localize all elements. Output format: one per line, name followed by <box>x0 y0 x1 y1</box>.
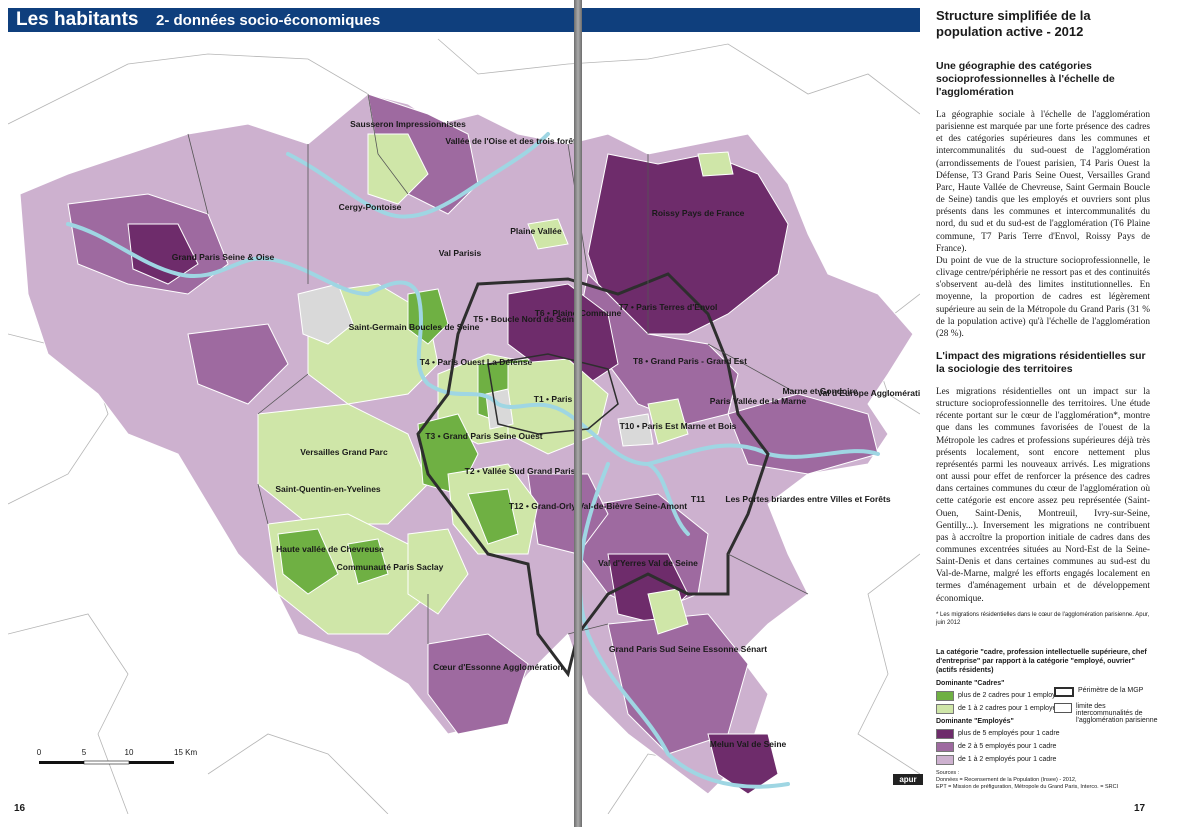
legend-label-employes-1to2: de 1 à 2 employés pour 1 cadre <box>958 756 1057 763</box>
legend-row-cadres-plus2: plus de 2 cadres pour 1 employé <box>936 689 1158 702</box>
label-4: Val Parisis <box>439 248 482 258</box>
label-21: Saint-Quentin-en-Yvelines <box>275 484 381 494</box>
sources: Sources : Données = Recensement de la Po… <box>936 770 1166 791</box>
label-20: T2 • Vallée Sud Grand Paris <box>465 466 576 476</box>
employes-zones <box>67 93 879 795</box>
label-18: Val d'Europe Agglomération <box>817 388 920 398</box>
label-13: T1 • Paris <box>534 394 573 404</box>
map-legend: La catégorie "cadre, profession intellec… <box>936 647 1158 766</box>
legend-row-employes-plus5: plus de 5 employés pour 1 cadre <box>936 727 1158 740</box>
sources-head: Sources : <box>936 770 960 776</box>
footnote: * Les migrations résidentielles dans le … <box>936 611 1150 626</box>
legend-row-employes-2to5: de 2 à 5 employés pour 1 cadre <box>936 740 1158 753</box>
label-19: Versailles Grand Parc <box>300 447 388 457</box>
page-header: Les habitants 2- données socio-économiqu… <box>8 8 920 32</box>
apur-logo: apur <box>893 774 923 785</box>
section1-title: Une géographie des catégories socioprofe… <box>936 60 1115 98</box>
legend-label-employes-2to5: de 2 à 5 employés pour 1 cadre <box>958 743 1057 750</box>
legend-label-cadres-plus2: plus de 2 cadres pour 1 employé <box>958 692 1060 699</box>
book-spine <box>574 0 582 827</box>
header-title: Les habitants <box>16 9 139 30</box>
paris-boundary <box>487 353 619 435</box>
label-15: T10 • Paris Est Marne et Bois <box>620 421 737 431</box>
scale-tick-1: 5 <box>82 748 87 757</box>
swatch-cadres-1to2 <box>936 703 954 714</box>
text-column: Structure simplifiée de la population ac… <box>936 8 1150 635</box>
label-7: Saint-Germain Boucles de Seine <box>349 322 480 332</box>
legend-row-employes-1to2: de 1 à 2 employés pour 1 cadre <box>936 753 1158 766</box>
label-22: T12 • Grand-Orly Val-de-Bièvre Seine-Amo… <box>509 501 687 511</box>
header-subtitle: 2- données socio-économiques <box>156 12 381 29</box>
scale-tick-0: 0 <box>37 748 42 757</box>
label-16: Paris Vallée de la Marne <box>710 396 807 406</box>
label-17: Marne et Gondoire <box>782 386 857 396</box>
section2-paragraph-1: Les migrations résidentielles ont un imp… <box>936 386 1150 604</box>
label-14: T3 • Grand Paris Seine Ouest <box>425 431 542 441</box>
section2-title: L'impact des migrations résidentielles s… <box>936 349 1146 375</box>
scale-tick-3: 15 Km <box>174 748 197 757</box>
legend-label-employes-plus5: plus de 5 employés pour 1 cadre <box>958 730 1060 737</box>
page-number-right: 17 <box>1134 803 1146 814</box>
label-6: Roissy Pays de France <box>652 208 745 218</box>
label-27: Val d'Yerres Val de Seine <box>598 558 698 568</box>
section1-paragraph-2: Du point de vue de la structure sociopro… <box>936 255 1150 339</box>
legend-cadres-head: Dominante "Cadres" <box>936 680 1005 687</box>
label-10: T7 • Paris Terres d'Envol <box>619 302 718 312</box>
label-1: Sausseron Impressionnistes <box>350 119 466 129</box>
label-29: Cœur d'Essonne Agglomération <box>433 662 563 672</box>
legend-label-mgp: Périmètre de la MGP <box>1078 687 1144 694</box>
sources-line-1: Données = Recensement de la Population (… <box>936 777 1077 783</box>
label-25: Haute vallée de Chevreuse <box>276 544 384 554</box>
label-11: T4 • Paris Ouest La Défense <box>420 357 533 367</box>
swatch-interco <box>1054 703 1072 713</box>
legend-employes-head: Dominante "Employés" <box>936 718 1014 725</box>
swatch-employes-1to2 <box>936 754 954 765</box>
label-2: Vallée de l'Oise et des trois forêts <box>445 136 581 146</box>
column-title: Structure simplifiée de la population ac… <box>936 8 1091 39</box>
label-12: T8 • Grand Paris - Grand Est <box>633 356 747 366</box>
legend-boundaries: Périmètre de la MGP limite des intercomm… <box>1054 687 1164 733</box>
legend-label-interco: limite des intercommunalités de l'agglom… <box>1076 703 1158 724</box>
legend-row-cadres-1to2: de 1 à 2 cadres pour 1 employé <box>936 702 1158 715</box>
swatch-cadres-plus2 <box>936 690 954 701</box>
legend-label-cadres-1to2: de 1 à 2 cadres pour 1 employé <box>958 705 1057 712</box>
label-30: Melun Val de Seine <box>710 739 787 749</box>
label-3: Cergy-Pontoise <box>339 202 402 212</box>
swatch-employes-plus5 <box>936 728 954 739</box>
legend-title: La catégorie "cadre, profession intellec… <box>936 647 1147 674</box>
sources-line-2: EPT = Mission de préfiguration, Métropol… <box>936 784 1119 790</box>
page-number-left: 16 <box>14 803 26 814</box>
interco-boundaries <box>187 93 809 644</box>
swatch-mgp <box>1054 687 1074 697</box>
label-24: Les Portes briardes entre Villes et Forê… <box>725 494 890 504</box>
label-23: T11 <box>691 494 705 504</box>
legend-row-interco: limite des intercommunalités de l'agglom… <box>1054 703 1164 733</box>
label-5: Plaine Vallée <box>510 226 562 236</box>
map-labels: Grand Paris Seine & Oise Sausseron Impre… <box>172 119 920 749</box>
section2-body: Les migrations résidentielles ont un imp… <box>936 386 1150 605</box>
label-26: Communauté Paris Saclay <box>337 562 444 572</box>
choropleth-map: Grand Paris Seine & Oise Sausseron Impre… <box>8 34 920 814</box>
legend-row-mgp: Périmètre de la MGP <box>1054 687 1164 703</box>
scale-tick-2: 10 <box>125 748 134 757</box>
label-28: Grand Paris Sud Seine Essonne Sénart <box>609 644 767 654</box>
label-0: Grand Paris Seine & Oise <box>172 252 275 262</box>
section1-paragraph-1: La géographie sociale à l'échelle de l'a… <box>936 110 1150 254</box>
section1-body: La géographie sociale à l'échelle de l'a… <box>936 109 1150 340</box>
mgp-perimeter <box>416 272 770 678</box>
scale-bar: 0 5 10 15 Km <box>37 748 197 765</box>
swatch-employes-2to5 <box>936 741 954 752</box>
label-8: T5 • Boucle Nord de Seine <box>473 314 579 324</box>
